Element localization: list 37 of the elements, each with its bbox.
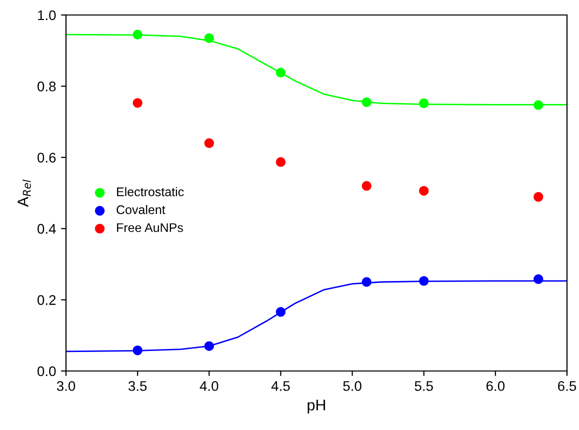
y-tick-label: 0.2	[38, 295, 56, 305]
point	[132, 98, 142, 108]
legend-label: Covalent	[116, 204, 166, 214]
legend-label: Free AuNPs	[117, 223, 183, 232]
point	[132, 30, 142, 40]
point	[276, 157, 286, 167]
x-axis-title: pH	[308, 400, 326, 414]
x-tick-label: 4.5	[271, 381, 290, 391]
point	[362, 181, 372, 191]
x-tick-label: 5.5	[414, 381, 433, 391]
y-tick-label: 1.0	[38, 10, 56, 20]
y-tick-label: 0.0	[38, 366, 56, 376]
y-tick-label: 0.6	[38, 152, 56, 163]
point	[534, 192, 544, 202]
point	[362, 277, 372, 287]
x-tick-label: 3.5	[128, 381, 147, 391]
x-tick-label: 6.5	[558, 381, 576, 391]
point	[418, 186, 429, 196]
point	[204, 341, 214, 351]
point	[534, 100, 544, 110]
point	[204, 33, 214, 43]
x-tick-label: 5.0	[343, 381, 362, 391]
y-tick-label: 0.8	[38, 82, 56, 92]
x-tick-label: 6.0	[486, 381, 505, 391]
point	[534, 274, 544, 284]
point	[132, 345, 142, 356]
y-axis-title: A$_{Rel}$	[18, 180, 31, 207]
point	[362, 97, 372, 108]
x-tick-label: 4.0	[200, 381, 218, 391]
legend-label: Electrostatic	[117, 187, 184, 196]
point	[418, 98, 429, 108]
point	[276, 307, 286, 317]
point	[418, 276, 429, 286]
point	[276, 68, 286, 78]
x-tick-label: 3.0	[56, 381, 76, 391]
point	[204, 138, 214, 148]
y-tick-label: 0.4	[38, 224, 56, 234]
